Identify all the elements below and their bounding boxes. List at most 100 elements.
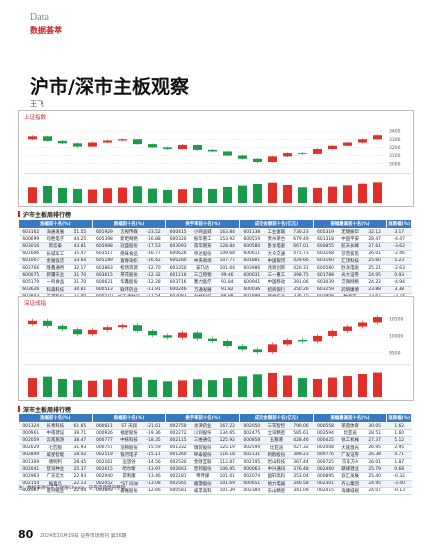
table-cell: 112.87 xyxy=(215,458,240,467)
column-group-header: 振幅最高前十名(%) xyxy=(312,413,388,423)
table-cell: 603016 xyxy=(18,242,44,251)
table-cell: 002594 xyxy=(313,429,338,438)
table-cell: 002475 xyxy=(239,429,265,438)
table-cell: 605319 xyxy=(313,228,338,237)
y-tick-label: 9500 xyxy=(389,350,401,356)
table-cell: 大族激光 xyxy=(337,444,363,452)
candle-body xyxy=(283,340,292,345)
table-cell: 新疆天业 xyxy=(43,271,68,280)
table-row: 002963 广东宏大 22.93 002940 昂利康 -13.46 002181 粤传媒 1… xyxy=(18,472,412,481)
table-cell: 101.64 xyxy=(215,264,240,273)
table-cell: 海康威视 xyxy=(337,487,363,495)
table-cell: 000926 xyxy=(92,429,117,438)
table-cell: 125.19 xyxy=(215,444,240,452)
y-tick-label: 3100 xyxy=(389,153,401,159)
table-row: 600075 新疆天业 31.70 603615 茶花股份 -12.32 601116 三江购… xyxy=(18,271,412,280)
table-cell: 吉视传媒 xyxy=(116,228,142,237)
table-cell: 31.70 xyxy=(67,278,93,287)
table-cell: 25.37 xyxy=(67,465,93,474)
table-cell: 730.23 xyxy=(288,228,314,237)
table-cell: -3.40 xyxy=(386,480,412,488)
table-cell: 600415 xyxy=(165,228,191,237)
table-cell: 163.84 xyxy=(215,228,240,237)
candle-body xyxy=(238,346,247,350)
table-cell: 26.95 xyxy=(362,444,387,452)
y-tick-label: 3200 xyxy=(389,145,401,151)
table-cell: 25.60 xyxy=(362,257,387,265)
section-label: Data xyxy=(30,12,49,23)
table-cell: 125.92 xyxy=(215,436,240,445)
table-cell: 泛微网络 xyxy=(337,278,363,287)
table-cell: 松炀资源 xyxy=(116,264,142,273)
volume-bar xyxy=(163,381,172,397)
table-cell: 601788 xyxy=(313,271,338,280)
table-cell: 91.84 xyxy=(215,278,240,287)
table-cell: 五粮液 xyxy=(264,436,289,445)
table-cell: 000063 xyxy=(239,465,265,474)
ranking-table: 涨幅前十名(%) 跌幅前十名(%) 换手率前十名(%) 成交金额前十名(亿元) 振幅最高… xyxy=(18,219,412,301)
table-cell: 002615 xyxy=(92,465,117,474)
table-cell: 中央商场 xyxy=(190,257,215,265)
table-cell: 31.93 xyxy=(67,444,93,452)
candle-body xyxy=(313,149,322,154)
table-cell: 七匹狼 xyxy=(43,444,68,452)
table-cell: 1.87 xyxy=(386,458,412,467)
table-cell: 600513 xyxy=(92,286,117,294)
volume-bar xyxy=(358,374,367,397)
table-cell: 600855 xyxy=(313,242,338,251)
candle-body xyxy=(43,320,52,326)
table-cell: 000611 xyxy=(92,422,117,431)
table-cell: 99.46 xyxy=(215,271,240,280)
table-cell: 600699 xyxy=(18,235,44,244)
table-cell: 三花智控 xyxy=(264,422,289,431)
table-cell: 30.81 xyxy=(67,286,93,294)
table-cell: 603626 xyxy=(18,286,44,294)
table-row: 601606 长城军工 35.47 603517 绝味食品 -16.77 600626 申达股… xyxy=(18,250,412,258)
table-cell: 427.32 xyxy=(288,444,314,452)
volume-bar xyxy=(223,378,232,397)
table-cell: 中国平安 xyxy=(337,235,363,244)
volume-bar xyxy=(238,185,247,203)
header-row: 涨幅前十名(%) 跌幅前十名(%) 换手率前十名(%) 成交金额前十名(亿元) 振幅最高… xyxy=(18,219,412,229)
table-cell: 002849 xyxy=(18,451,44,459)
table-cell: 3.17 xyxy=(386,228,412,237)
table-cell: 605088 xyxy=(92,242,117,251)
table-cell: 002059 xyxy=(18,436,44,445)
table-cell: 2.95 xyxy=(386,444,412,452)
table-cell: 002161 xyxy=(92,458,117,467)
volume-bar xyxy=(163,189,172,203)
table-cell: 001324 xyxy=(18,422,44,431)
table-row: 002849 威星智能 28.42 002519 银河电子 -15.11 001260 坤泰股… xyxy=(18,451,412,459)
table-cell: 26.01 xyxy=(362,458,387,467)
table-cell: 兆易创新 xyxy=(264,264,289,273)
volume-bar xyxy=(193,379,202,397)
table-cell: 601929 xyxy=(92,228,117,237)
volume-bar xyxy=(283,375,292,397)
table-cell: 002067 xyxy=(18,487,44,495)
table-cell: 富春染织 xyxy=(116,257,142,265)
table-cell: -16.77 xyxy=(141,250,166,258)
column-group-header: 涨幅前十名(%) xyxy=(18,219,93,229)
ranking-table: 涨幅前十名(%) 跌幅前十名(%) 换手率前十名(%) 成交金额前十名(亿元) 振幅最高… xyxy=(18,413,412,495)
candle-body xyxy=(163,147,172,150)
table-cell: 002029 xyxy=(18,444,44,452)
table-cell: 广发证券 xyxy=(337,451,363,459)
table-cell: 立讯精密 xyxy=(264,429,289,438)
column-group-header: 跌幅前十名(%) xyxy=(91,413,167,423)
table-cell: 龙津药业 xyxy=(190,422,215,431)
table-cell: 新炬网络 xyxy=(116,235,142,244)
table-cell: 600621 xyxy=(92,278,117,287)
volume-bar xyxy=(223,186,232,203)
candle-body xyxy=(133,139,142,145)
table-cell: 31.70 xyxy=(67,271,93,280)
table-cell: 002131 xyxy=(239,451,265,459)
section-label: 数据荟萃 xyxy=(30,26,62,35)
table-row: 605179 一鸣食品 31.70 600621 华鑫股份 -12.28 603716 塞力医… xyxy=(18,278,412,287)
table-cell: 585.61 xyxy=(288,429,314,438)
table-cell: 601318 xyxy=(313,235,338,244)
table-cell: 002663 xyxy=(165,465,191,474)
table-cell: -11.91 xyxy=(141,286,166,294)
table-cell: 24.22 xyxy=(362,278,387,287)
table-cell: 0.93 xyxy=(386,271,412,280)
